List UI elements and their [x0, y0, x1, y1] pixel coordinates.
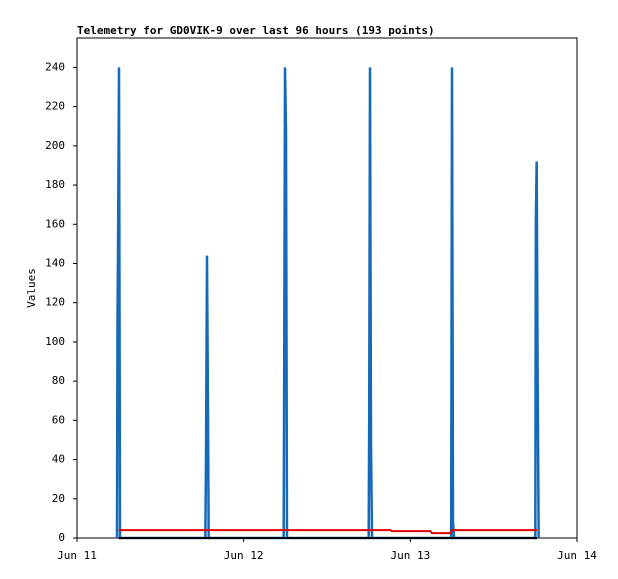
x-tick-label: Jun 13 — [390, 549, 430, 562]
y-tick-label: 60 — [52, 413, 65, 426]
y-tick-label: 80 — [52, 374, 65, 387]
series-line — [118, 529, 537, 535]
y-tick-label: 120 — [45, 296, 65, 309]
y-tick-label: 200 — [45, 139, 65, 152]
y-tick-label: 180 — [45, 178, 65, 191]
y-tick-label: 140 — [45, 256, 65, 269]
y-tick-label: 220 — [45, 100, 65, 113]
x-tick-label: Jun 11 — [57, 549, 97, 562]
y-tick-label: 100 — [45, 335, 65, 348]
chart-title: Telemetry for GD0VIK-9 over last 96 hour… — [77, 24, 435, 37]
x-tick-label: Jun 14 — [557, 549, 597, 562]
y-tick-label: 20 — [52, 492, 65, 505]
plot-frame — [76, 37, 578, 539]
y-tick-label: 40 — [52, 453, 65, 466]
x-tick-label: Jun 12 — [224, 549, 264, 562]
series-line — [115, 67, 540, 540]
y-axis-label: Values — [25, 268, 38, 308]
y-tick-label: 240 — [45, 60, 65, 73]
y-tick-label: 0 — [58, 531, 65, 544]
y-tick-label: 160 — [45, 217, 65, 230]
